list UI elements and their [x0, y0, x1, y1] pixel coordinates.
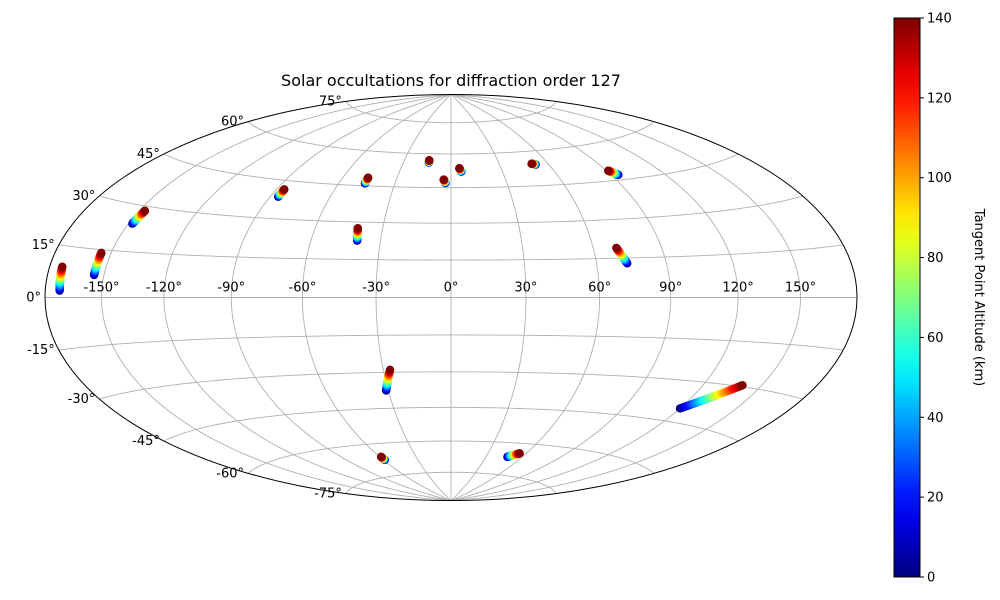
occultation-track	[503, 449, 524, 462]
lon-tick-label: -90°	[217, 281, 245, 296]
parallel-line	[99, 371, 803, 400]
lon-tick-label: 90°	[659, 281, 682, 296]
data-point	[97, 248, 106, 258]
occultation-track	[439, 175, 450, 188]
occultation-track	[128, 206, 150, 228]
parallel-line	[163, 406, 739, 442]
parallel-line	[247, 440, 655, 474]
lon-tick-label: -30°	[362, 281, 390, 296]
data-point	[439, 175, 448, 184]
colorbar-tick-label: 60	[927, 331, 944, 346]
data-point	[527, 159, 536, 168]
parallel-line	[163, 153, 739, 189]
colorbar-tick-label: 20	[927, 491, 944, 506]
colorbar-tick-label: 0	[927, 571, 935, 586]
colorbar-tick-label: 80	[927, 251, 944, 266]
lat-tick-label: -45°	[132, 434, 160, 449]
data-point	[140, 206, 150, 216]
longitude-tick-labels: -150° -120° -90° -60° -30° 0° 30° 60° 90° 120° 150…	[83, 281, 816, 296]
occultation-track	[455, 164, 466, 176]
data-point	[612, 243, 621, 253]
occultation-track	[612, 243, 632, 268]
lon-tick-label: 0°	[444, 281, 459, 296]
graticule	[45, 94, 857, 501]
occultation-track	[527, 159, 540, 169]
chart-title: Solar occultations for diffraction order…	[281, 71, 621, 90]
lon-tick-label: 120°	[722, 281, 753, 296]
data-point	[363, 173, 373, 182]
data-point	[738, 381, 747, 390]
occultation-track	[89, 248, 106, 280]
parallel-line	[58, 334, 844, 351]
occultation-track	[604, 166, 623, 180]
occultation-track	[360, 173, 373, 188]
occultation-track	[273, 185, 289, 201]
data-point	[58, 262, 67, 271]
occultation-track	[55, 262, 67, 295]
data-point	[515, 449, 524, 458]
colorbar-tick-label: 100	[927, 171, 952, 186]
occultation-track	[675, 381, 747, 413]
lon-tick-label: -120°	[146, 281, 182, 296]
data-point	[425, 156, 434, 165]
lat-tick-label: 75°	[319, 94, 342, 109]
lat-tick-label: -30°	[68, 392, 96, 407]
parallel-line	[247, 121, 655, 155]
lon-tick-label: 60°	[588, 281, 611, 296]
occultation-track	[382, 365, 395, 395]
parallel-line	[345, 471, 557, 494]
lon-tick-label: -150°	[83, 281, 119, 296]
colorbar-tick-label: 140	[927, 12, 952, 27]
parallel-line	[99, 195, 803, 224]
data-point	[385, 365, 395, 375]
lon-tick-label: -60°	[289, 281, 317, 296]
lat-tick-label: -60°	[216, 466, 244, 481]
occultation-track	[376, 452, 389, 465]
colorbar: 0 20 40 60 80 100 120 140	[893, 12, 952, 586]
lon-tick-label: 30°	[514, 281, 537, 296]
map-frame	[44, 94, 858, 501]
lon-tick-label: 150°	[785, 281, 816, 296]
lat-tick-label: -75°	[314, 487, 342, 502]
occultation-track	[352, 224, 362, 245]
data-point	[376, 452, 386, 462]
data-point	[353, 224, 362, 233]
lat-tick-label: 30°	[72, 189, 95, 204]
lat-tick-label: 15°	[32, 238, 55, 253]
colorbar-label: Tangent Point Altitude (km)	[971, 208, 986, 386]
lat-tick-label: 60°	[221, 115, 244, 130]
colorbar-tick-label: 120	[927, 91, 952, 106]
occultation-tracks	[55, 156, 747, 465]
parallel-line	[345, 101, 557, 124]
lat-tick-label: -15°	[27, 343, 55, 358]
lat-tick-label: 0°	[26, 291, 41, 306]
colorbar-gradient	[893, 17, 921, 578]
colorbar-tick-label: 40	[927, 411, 944, 426]
lat-tick-label: 45°	[137, 147, 160, 162]
latitude-tick-labels: -75° -60° -45° -30° -15° 0° 15° 30° 45° 60° 75°	[26, 94, 342, 501]
parallel-line	[58, 244, 844, 261]
data-point	[280, 185, 289, 194]
data-point	[604, 166, 613, 175]
data-point	[455, 164, 464, 173]
occultation-track	[424, 156, 434, 167]
